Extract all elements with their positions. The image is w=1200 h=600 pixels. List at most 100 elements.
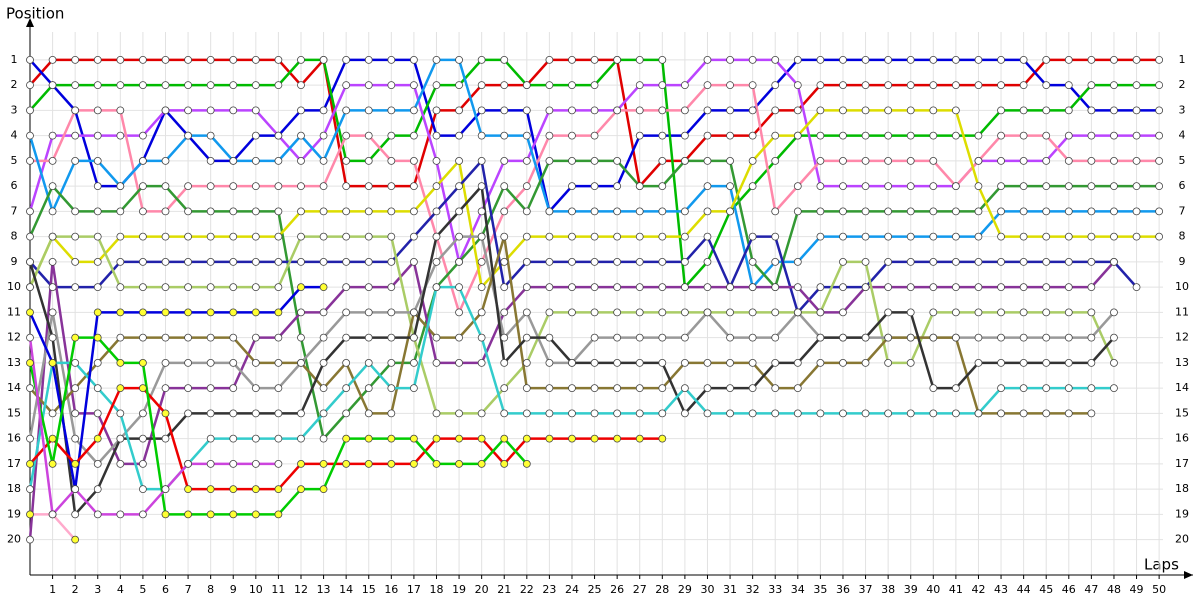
point <box>771 81 780 90</box>
x-tick-label: 11 <box>271 583 285 596</box>
point <box>274 459 283 468</box>
point <box>71 81 80 90</box>
point <box>93 384 102 393</box>
point <box>545 358 554 367</box>
point <box>613 106 622 115</box>
point <box>906 232 915 241</box>
x-tick-label: 19 <box>452 583 466 596</box>
point <box>319 156 328 165</box>
point <box>251 358 260 367</box>
point <box>861 131 870 140</box>
point <box>206 55 215 64</box>
x-tick-label: 3 <box>94 583 101 596</box>
point <box>477 106 486 115</box>
point <box>951 131 960 140</box>
point <box>726 308 734 317</box>
point <box>455 106 463 115</box>
point <box>48 81 57 90</box>
y-tick-label: 2 <box>11 78 18 91</box>
point <box>1019 232 1028 241</box>
point <box>477 207 486 216</box>
point <box>26 257 34 266</box>
point <box>884 409 893 418</box>
point <box>1110 156 1118 165</box>
y-tick-label: 19 <box>7 507 21 520</box>
point <box>48 333 57 342</box>
point <box>590 156 599 165</box>
point <box>93 106 102 115</box>
point <box>816 283 825 292</box>
point <box>93 510 102 519</box>
point <box>1087 207 1096 216</box>
x-tick-label: 32 <box>746 583 760 596</box>
point <box>884 232 893 241</box>
point <box>771 106 780 115</box>
point <box>703 232 712 241</box>
point <box>71 106 80 115</box>
point <box>274 358 283 367</box>
point <box>951 81 960 90</box>
point <box>884 308 893 317</box>
point <box>455 434 463 443</box>
point <box>1064 333 1073 342</box>
point <box>839 182 847 191</box>
point <box>387 182 396 191</box>
point <box>342 207 351 216</box>
point <box>568 207 576 216</box>
point <box>319 55 328 64</box>
point <box>410 308 418 317</box>
point <box>816 333 825 342</box>
point <box>206 257 215 266</box>
point <box>206 333 215 342</box>
point <box>1087 308 1096 317</box>
point <box>1042 358 1051 367</box>
point <box>703 81 712 90</box>
point <box>342 384 351 393</box>
point <box>1019 207 1028 216</box>
point <box>680 283 689 292</box>
point <box>139 232 147 241</box>
point <box>500 232 509 241</box>
point <box>703 156 712 165</box>
point <box>342 333 351 342</box>
point <box>1019 156 1028 165</box>
point <box>816 156 825 165</box>
point <box>477 409 486 418</box>
point <box>1064 207 1073 216</box>
point <box>703 207 712 216</box>
x-tick-label: 20 <box>475 583 489 596</box>
point <box>410 55 418 64</box>
point <box>71 283 80 292</box>
point <box>71 333 80 342</box>
point <box>613 409 622 418</box>
point <box>342 434 351 443</box>
point <box>71 207 80 216</box>
point <box>206 459 215 468</box>
point <box>116 55 125 64</box>
point <box>658 55 667 64</box>
point <box>139 358 147 367</box>
y-tick-label-right: 19 <box>1175 507 1189 520</box>
point <box>1087 384 1096 393</box>
point <box>658 434 667 443</box>
point <box>929 283 938 292</box>
point <box>951 409 960 418</box>
point <box>184 308 192 317</box>
point <box>884 207 893 216</box>
point <box>929 232 938 241</box>
point <box>793 384 802 393</box>
point <box>477 308 486 317</box>
point <box>1064 257 1073 266</box>
point <box>906 207 915 216</box>
point <box>71 232 80 241</box>
point <box>455 257 463 266</box>
point <box>251 308 260 317</box>
point <box>297 283 305 292</box>
point <box>274 333 283 342</box>
point <box>771 232 780 241</box>
point <box>1019 283 1028 292</box>
point <box>432 131 441 140</box>
point <box>364 232 373 241</box>
point <box>297 55 305 64</box>
point <box>1087 257 1096 266</box>
